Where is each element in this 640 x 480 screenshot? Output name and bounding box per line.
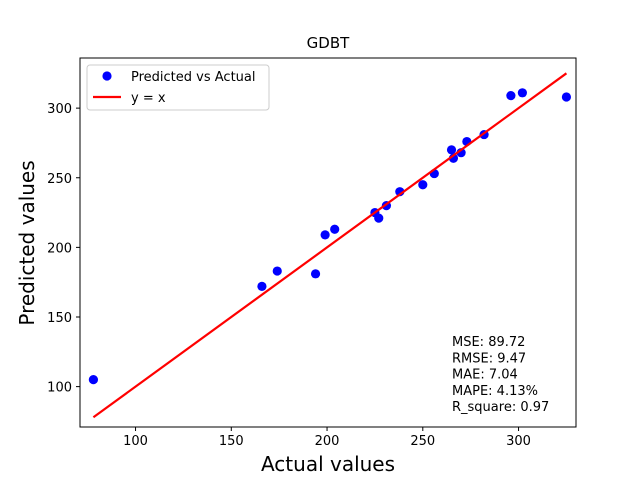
identity-line (92, 72, 568, 419)
x-axis-title: Actual values (261, 452, 395, 476)
data-point (330, 224, 340, 234)
y-axis-title: Predicted values (15, 160, 39, 325)
axes-frame (79, 57, 577, 428)
metric-label: MAPE: 4.13% (452, 384, 538, 399)
legend: Predicted vs Actual y = x (86, 64, 270, 111)
y-tick-label: 200 (47, 241, 72, 256)
legend-frame (86, 64, 270, 111)
y-tick-label: 150 (47, 311, 72, 326)
data-point (88, 375, 99, 385)
metric-label: MAE: 7.04 (452, 368, 518, 383)
metric-label: R_square: 0.97 (452, 400, 549, 415)
axes: 100 150 200 250 300 100 150 200 250 300 (47, 57, 577, 449)
legend-marker-scatter (102, 71, 112, 81)
data-point (310, 269, 321, 279)
x-tick-label: 100 (123, 434, 148, 449)
y-tick-label: 100 (47, 381, 72, 396)
data-point (374, 213, 384, 223)
chart-title: GDBT (307, 34, 350, 52)
plot-area (88, 72, 572, 419)
legend-label-line: y = x (131, 91, 166, 106)
metric-label: RMSE: 9.47 (452, 351, 526, 366)
data-point (561, 92, 572, 102)
x-tick-label: 150 (219, 434, 244, 449)
x-tick-label: 200 (315, 434, 340, 449)
x-tick-label: 250 (410, 434, 435, 449)
data-point (418, 180, 428, 190)
data-point (272, 266, 282, 276)
data-point (517, 88, 527, 98)
y-tick-label: 300 (47, 102, 72, 117)
y-tick-label: 250 (47, 172, 72, 187)
data-point (320, 230, 330, 240)
data-point (446, 145, 457, 155)
metric-label: MSE: 89.72 (452, 335, 525, 350)
x-tick-label: 300 (506, 434, 531, 449)
legend-label-scatter: Predicted vs Actual (131, 70, 255, 85)
data-point (506, 90, 516, 101)
data-point (257, 281, 267, 291)
